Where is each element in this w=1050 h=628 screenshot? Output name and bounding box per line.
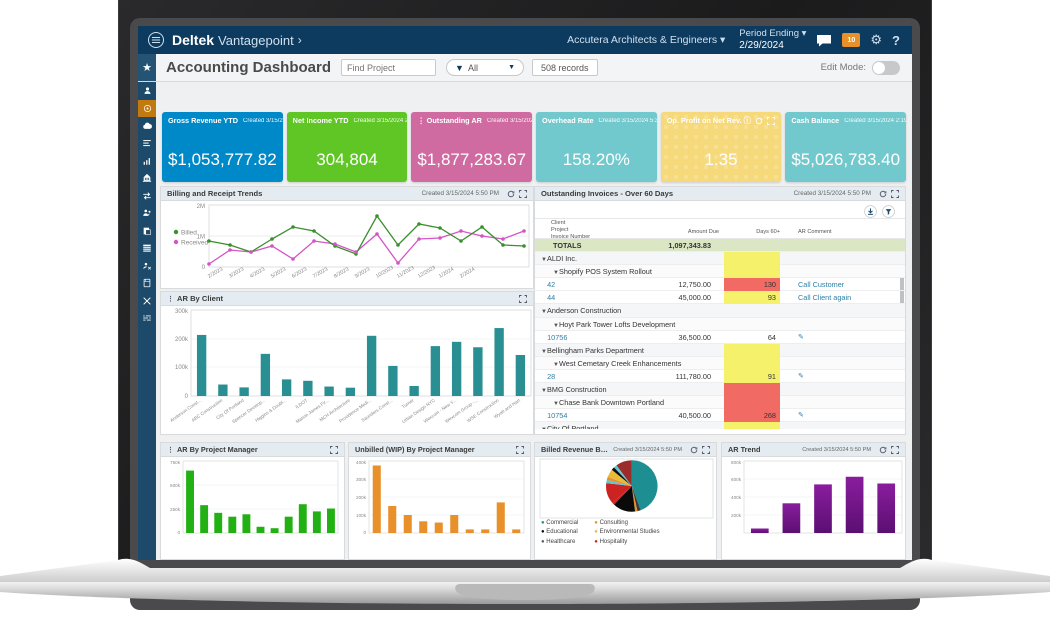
svg-text:400k: 400k bbox=[731, 495, 742, 500]
svg-text:800k: 800k bbox=[731, 460, 742, 465]
svg-text:300k: 300k bbox=[175, 309, 189, 315]
svg-text:1/2024: 1/2024 bbox=[438, 266, 455, 279]
svg-text:7/2023: 7/2023 bbox=[312, 266, 329, 279]
svg-text:3/2023: 3/2023 bbox=[228, 266, 245, 279]
svg-text:750k: 750k bbox=[170, 460, 181, 465]
svg-text:2/2023: 2/2023 bbox=[207, 266, 224, 279]
svg-text:200k: 200k bbox=[356, 495, 367, 500]
svg-text:Received: Received bbox=[181, 240, 208, 247]
svg-text:100k: 100k bbox=[356, 513, 367, 518]
svg-text:6/2023: 6/2023 bbox=[291, 266, 308, 279]
svg-text:200k: 200k bbox=[731, 513, 742, 518]
svg-text:Turner: Turner bbox=[401, 397, 415, 409]
svg-text:100k: 100k bbox=[175, 365, 189, 371]
svg-text:600k: 600k bbox=[731, 477, 742, 482]
svg-text:500k: 500k bbox=[170, 483, 181, 488]
svg-text:ILDOT: ILDOT bbox=[294, 398, 308, 410]
svg-text:0: 0 bbox=[363, 530, 366, 535]
svg-text:0: 0 bbox=[202, 265, 206, 271]
svg-text:Billed: Billed bbox=[181, 230, 197, 237]
svg-text:2/2024: 2/2024 bbox=[459, 266, 476, 279]
svg-text:5/2023: 5/2023 bbox=[270, 266, 287, 279]
svg-text:4/2023: 4/2023 bbox=[249, 266, 266, 279]
svg-text:8/2023: 8/2023 bbox=[333, 266, 350, 279]
svg-text:300k: 300k bbox=[356, 477, 367, 482]
svg-text:2M: 2M bbox=[197, 204, 205, 210]
svg-text:0: 0 bbox=[185, 394, 189, 400]
svg-text:0: 0 bbox=[177, 530, 180, 535]
svg-text:1M: 1M bbox=[197, 235, 205, 241]
svg-text:9/2023: 9/2023 bbox=[354, 266, 371, 279]
svg-text:400k: 400k bbox=[356, 460, 367, 465]
svg-text:200k: 200k bbox=[175, 337, 189, 343]
svg-text:250k: 250k bbox=[170, 507, 181, 512]
